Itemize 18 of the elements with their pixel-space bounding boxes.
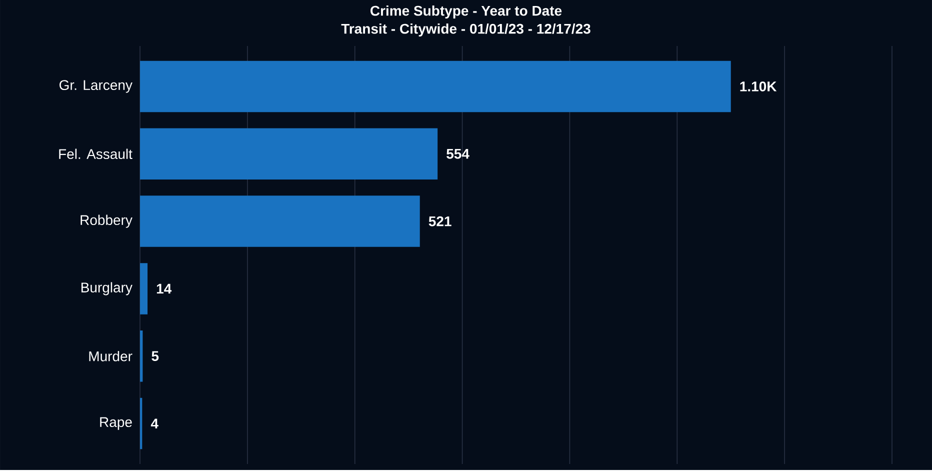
y-tick-label: Robbery	[80, 214, 132, 228]
bar	[140, 60, 731, 112]
data-label: 14	[156, 284, 172, 294]
data-label: 1.10K	[740, 82, 777, 92]
y-tick-label: Gr. Larceny	[60, 80, 132, 93]
data-label: 521	[428, 216, 452, 226]
data-label: 5	[152, 351, 159, 362]
bar	[140, 196, 420, 247]
data-label: 554	[446, 149, 470, 159]
bar	[140, 128, 438, 180]
y-tick-label: Murder	[89, 351, 132, 362]
bar	[140, 263, 148, 314]
y-tick-label: Rape	[100, 417, 132, 430]
chart-subtitle: Transit - Citywide - 01/01/23 - 12/17/23	[341, 24, 590, 37]
data-label: 4	[150, 418, 158, 428]
y-tick-label: Burglary	[81, 282, 132, 296]
y-tick-label: Fel. Assault	[59, 148, 132, 160]
chart-title: Crime Subtype - Year to Date	[370, 6, 562, 19]
